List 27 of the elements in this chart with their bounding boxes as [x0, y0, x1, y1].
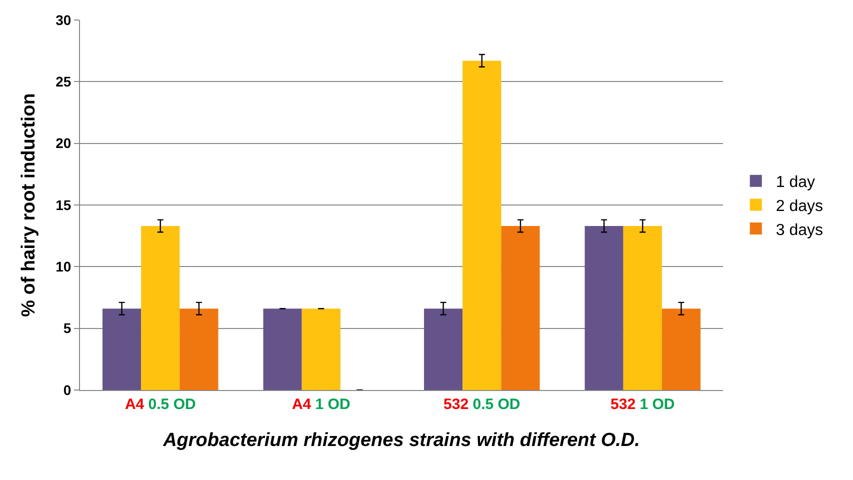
legend-label: 2 days: [776, 198, 823, 215]
bar: [584, 226, 624, 390]
y-tick-label: 25: [56, 74, 72, 90]
bar: [263, 308, 302, 390]
bar: [180, 308, 218, 390]
x-axis-title: Agrobacterium rhizogenes strains with different O.D.: [162, 430, 640, 451]
bar: [102, 308, 142, 390]
y-tick-label: 20: [56, 135, 72, 152]
bar: [141, 226, 180, 390]
legend-label: 3 days: [776, 222, 823, 239]
y-tick-label: 30: [56, 12, 72, 28]
y-tick-label: 5: [63, 320, 72, 336]
bar: [462, 60, 502, 390]
y-tick-label: 10: [56, 258, 72, 275]
legend-label: 1 day: [776, 174, 815, 192]
bar: [501, 226, 540, 390]
y-tick-label: 0: [63, 382, 72, 398]
bar: [302, 308, 340, 390]
x-tick-label: A4 0.5 OD: [124, 396, 196, 413]
y-axis-title: % of hairy root induction: [18, 93, 40, 317]
bar: [623, 226, 662, 390]
x-tick-label: A4 1 OD: [292, 396, 350, 413]
bar: [662, 308, 700, 390]
y-tick-label: 15: [56, 196, 72, 213]
x-tick-label: 532 1 OD: [610, 396, 675, 413]
bar: [424, 308, 463, 390]
x-tick-label: 532 0.5 OD: [444, 396, 520, 413]
